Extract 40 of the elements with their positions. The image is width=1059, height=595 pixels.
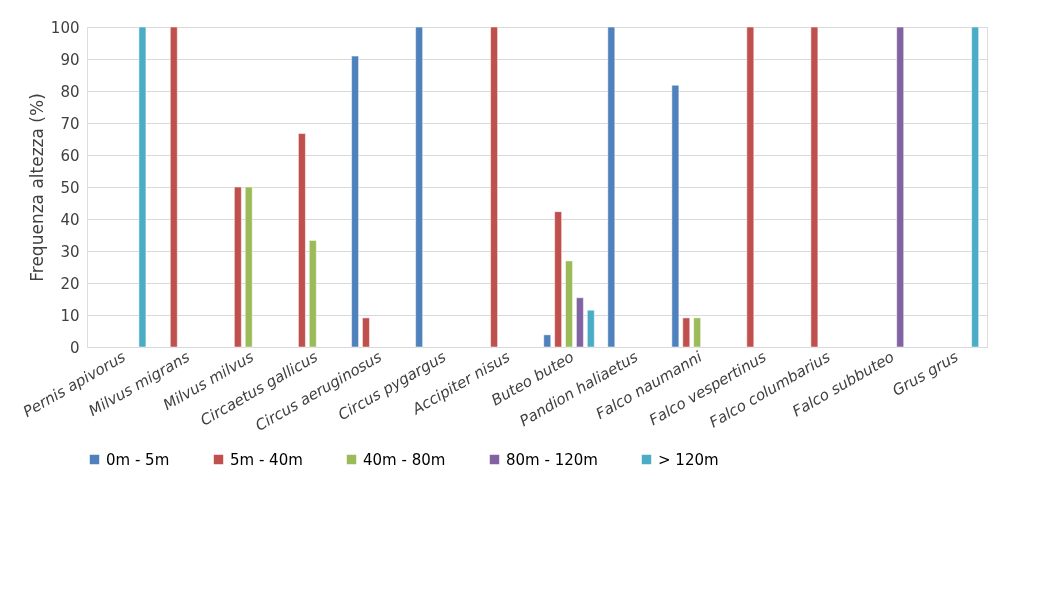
bar [351,55,359,348]
legend-label: 0m - 5m [106,450,170,469]
y-tick-label: 30 [60,242,80,261]
y-tick-label: 100 [50,18,80,37]
bar [576,297,584,348]
bar [170,26,178,348]
bar [565,260,573,348]
bar [682,317,690,348]
y-tick-label: 20 [60,274,80,293]
bar [971,26,979,348]
bar [693,317,701,348]
legend-label: 40m - 80m [363,450,446,469]
y-tick-label: 60 [60,146,80,165]
y-tick-label: 0 [69,338,80,357]
y-tick-label: 90 [60,50,80,69]
legend-label: 5m - 40m [230,450,303,469]
bar [362,317,370,348]
bar [746,26,755,348]
y-tick-label: 80 [60,82,80,101]
bar [309,240,317,348]
bar [490,26,498,348]
y-tick-label: 70 [60,114,80,133]
bar [607,26,616,348]
bar [234,186,242,348]
bar [671,84,680,348]
y-tick-label: 10 [60,306,80,325]
bar [298,133,306,348]
legend-label: > 120m [658,450,719,469]
bar [244,186,253,348]
bar [896,26,904,348]
bar [415,26,423,348]
y-tick-label: 50 [60,178,80,197]
legend-label: 80m - 120m [506,450,598,469]
y-axis-title: Frequenza altezza (%) [26,93,47,282]
bar [587,309,595,348]
bar [543,334,551,348]
y-tick-label: 40 [60,210,80,229]
bar [138,26,147,348]
bar [554,211,562,348]
bar [810,26,819,348]
